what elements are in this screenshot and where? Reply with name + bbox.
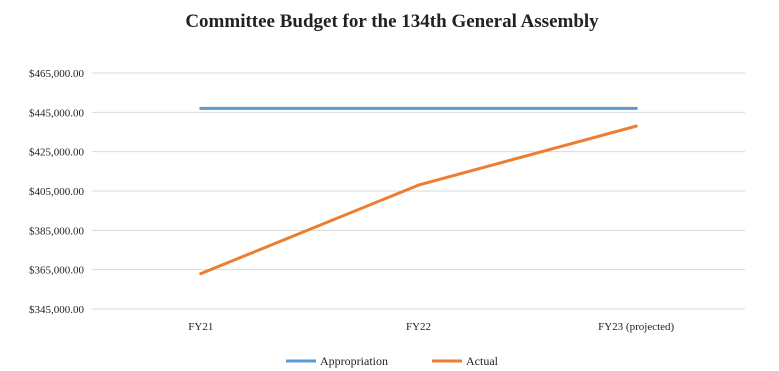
y-tick-label: $425,000.00 [29, 147, 85, 159]
data-point [417, 183, 420, 187]
y-axis-tick-labels: $345,000.00 $365,000.00 $385,000.00 $405,00… [29, 68, 85, 316]
legend-label: Appropriation [320, 354, 388, 368]
legend-label: Actual [466, 354, 499, 368]
data-point [634, 106, 638, 110]
y-tick-label: $405,000.00 [29, 186, 85, 198]
legend: Appropriation Actual [286, 354, 499, 368]
x-axis-tick-labels: FY21 FY22 FY23 (projected) [188, 321, 674, 333]
x-tick-label: FY23 (projected) [598, 321, 674, 333]
legend-item: Appropriation [286, 354, 388, 368]
legend-item: Actual [432, 354, 499, 368]
y-tick-label: $365,000.00 [29, 265, 85, 277]
data-point [199, 106, 203, 110]
data-point [634, 124, 638, 128]
series-lines [199, 106, 638, 276]
chart-title: Committee Budget for the 134th General A… [185, 11, 599, 32]
data-point [199, 272, 203, 276]
y-tick-label: $445,000.00 [29, 107, 85, 119]
gridlines [92, 72, 745, 310]
y-tick-label: $465,000.00 [29, 68, 85, 80]
y-tick-label: $345,000.00 [29, 304, 85, 316]
data-point [417, 106, 420, 110]
x-tick-label: FY22 [406, 321, 431, 333]
series-line-actual [199, 124, 638, 276]
y-tick-label: $385,000.00 [29, 225, 85, 237]
x-tick-label: FY21 [188, 321, 213, 333]
